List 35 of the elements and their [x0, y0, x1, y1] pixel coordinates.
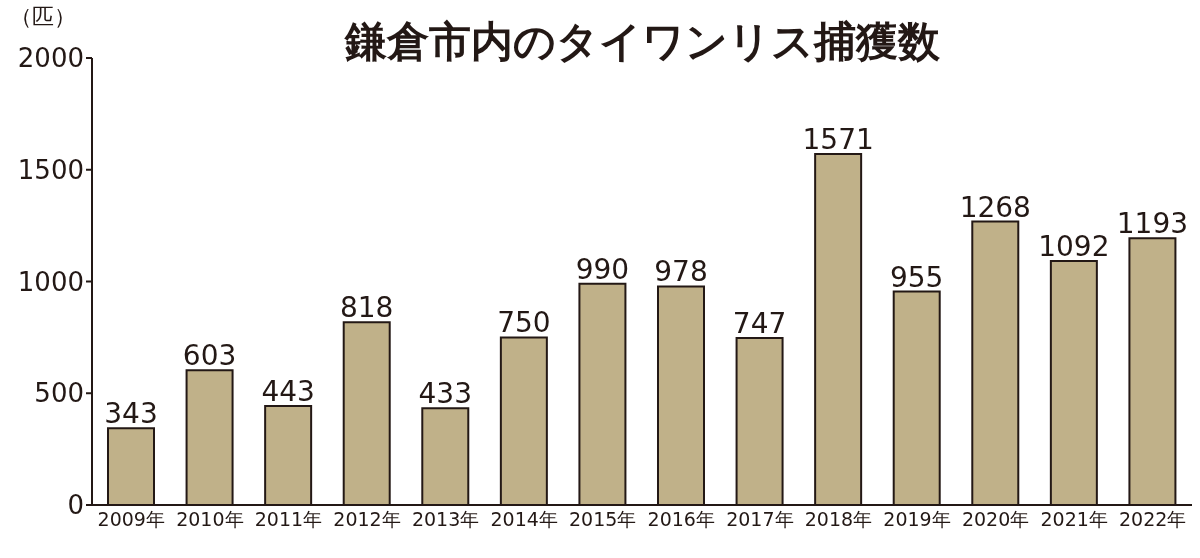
data-label: 750 — [497, 306, 551, 340]
x-tick-label: 2010年 — [176, 508, 244, 531]
data-label: 1571 — [802, 122, 874, 156]
data-label: 818 — [339, 291, 394, 325]
y-tick-label: 1000 — [17, 266, 84, 297]
x-tick-label: 2022年 — [1119, 508, 1187, 531]
x-tick-label: 2014年 — [490, 508, 558, 531]
x-tick-label: 2017年 — [726, 508, 794, 531]
x-tick-label: 2020年 — [961, 508, 1030, 531]
data-label: 603 — [182, 339, 237, 373]
x-tick-label: 2018年 — [804, 508, 873, 531]
x-tick-label: 2015年 — [569, 508, 637, 531]
data-label: 1092 — [1038, 229, 1110, 263]
x-tick-label: 2019年 — [883, 508, 951, 531]
x-tick-label: 2011年 — [254, 508, 323, 531]
y-tick-label: 0 — [67, 490, 84, 521]
data-label: 955 — [889, 260, 944, 294]
data-label: 747 — [732, 307, 787, 341]
data-label: 990 — [575, 252, 630, 286]
x-tick-label: 2021年 — [1040, 508, 1108, 531]
data-label: 1193 — [1116, 207, 1189, 241]
y-tick-label: 500 — [34, 378, 84, 409]
chart-title: 鎌倉市内のタイワンリス捕獲数 — [344, 17, 940, 66]
data-label: 1268 — [959, 190, 1031, 224]
x-tick-label: 2012年 — [333, 508, 401, 531]
data-label: 433 — [418, 377, 473, 411]
y-tick-label: 1500 — [17, 154, 84, 185]
data-label: 978 — [654, 255, 708, 289]
data-label: 443 — [261, 374, 315, 408]
data-label: 343 — [104, 397, 158, 431]
x-tick-label: 2016年 — [647, 508, 715, 531]
x-tick-label: 2013年 — [411, 508, 480, 531]
x-tick-label: 2009年 — [97, 508, 165, 531]
y-tick-label: 2000 — [17, 43, 84, 74]
y-axis-title: （匹） — [10, 3, 76, 31]
